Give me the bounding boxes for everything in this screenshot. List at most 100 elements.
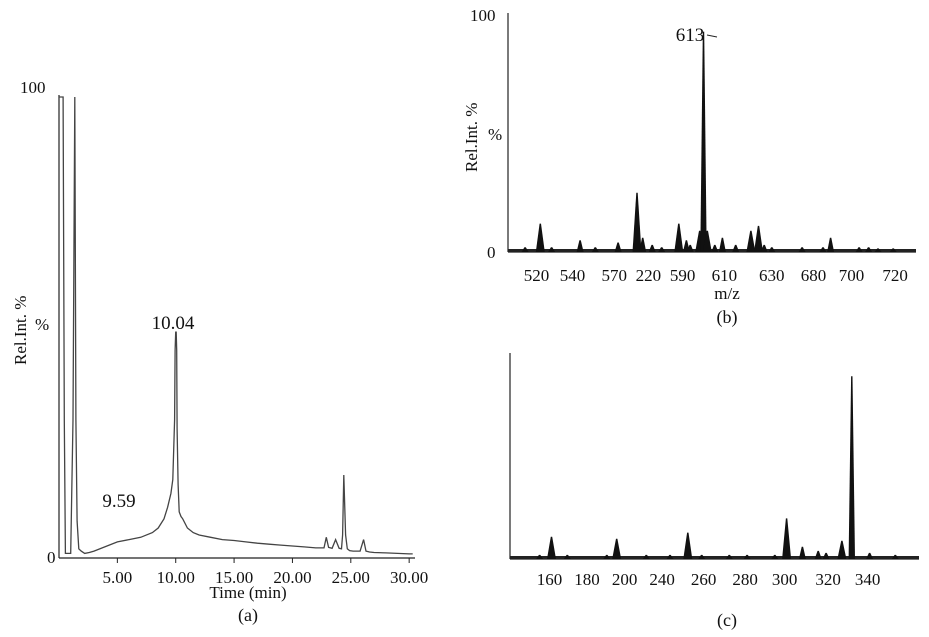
chart-c-x-tick-label: 340 (855, 570, 881, 589)
chart-c-peak (866, 552, 874, 559)
chart-c-peak (547, 536, 556, 559)
chart-b-annotation-leader (706, 34, 718, 38)
chart-c-peak (782, 518, 792, 559)
chart-c-peak (536, 554, 544, 559)
chart-c-x-tick-label: 320 (815, 570, 841, 589)
chart-b-peaks (508, 31, 916, 252)
chart-a-y-mid-label: % (35, 315, 49, 334)
chart-b-peak (732, 244, 740, 252)
chart-b-x-ticks: 520 540 570 220 590 610 630 680 700 720 (524, 266, 908, 285)
chart-c-baseline-noise (510, 556, 919, 559)
chart-b-peak (639, 237, 647, 252)
chart-a-y-axis-title: Rel.Int. % (11, 296, 30, 365)
chart-a-x-ticks: 5.00 10.00 15.00 20.00 25.00 30.00 (102, 558, 428, 587)
chart-a-y-zero-label: 0 (47, 548, 56, 567)
chart-b-peak (768, 247, 776, 252)
chart-b-peak (521, 247, 529, 252)
chart-b-y-top-label: 100 (470, 6, 496, 25)
chart-a-x-tick-label: 30.00 (390, 568, 428, 587)
chart-b-peak (760, 244, 768, 252)
chart-b-peak (746, 230, 756, 252)
chart-c-peak (743, 554, 751, 559)
chart-b-peak (686, 244, 694, 252)
chart-c-x-tick-label: 240 (649, 570, 675, 589)
chart-c-peak (683, 532, 693, 559)
chart-b-peak (700, 31, 707, 252)
chart-b-peak (535, 223, 545, 252)
chart-b-peak (658, 247, 666, 252)
chart-c-peak (666, 554, 674, 559)
chart-b-x-tick-label: 630 (759, 266, 785, 285)
chart-a-y-top-label: 100 (20, 78, 46, 97)
chart-c-peak (563, 554, 571, 559)
chart-b-x-tick-label: 590 (670, 266, 696, 285)
chart-b-x-tick-label: 700 (839, 266, 865, 285)
chart-c-peak (603, 554, 611, 559)
chart-b-x-tick-label: 680 (801, 266, 827, 285)
chart-b-x-tick-label: 610 (712, 266, 738, 285)
chart-c-peak (725, 554, 733, 559)
chart-a-annotation-peak-9-59: 9.59 (102, 491, 135, 512)
chart-b-peak (874, 248, 882, 252)
chart-b-peak (702, 230, 712, 252)
chart-a-panel-label: (a) (238, 605, 258, 626)
chart-b-x-tick-label: 540 (560, 266, 586, 285)
chart-b-y-axis-title: Rel.Int. % (462, 103, 481, 172)
chart-c: 160 180 200 240 260 280 300 320 340 (c) (509, 353, 919, 631)
chart-b-peak (865, 247, 873, 252)
chart-b-peak (798, 247, 806, 252)
chart-b-peak (889, 248, 897, 252)
chart-b-annotation-613: 613 (676, 25, 705, 46)
chart-a-annotation-peak-10-04: 10.04 (152, 313, 195, 334)
chart-c-peak (814, 550, 822, 559)
chart-a-series-line (59, 96, 413, 555)
chart-b-peak (632, 192, 642, 252)
chart-a: 100 % 0 Rel.Int. % 5.00 10.00 15.00 20.00 25… (11, 78, 428, 626)
chart-a-x-tick-label: 25.00 (332, 568, 370, 587)
chart-c-panel-label: (c) (717, 610, 737, 631)
chart-c-peak (822, 552, 830, 559)
chart-b-peak (718, 237, 726, 252)
chart-a-x-tick-label: 10.00 (157, 568, 195, 587)
chart-c-peak (891, 554, 899, 559)
chart-b-peak (648, 244, 656, 252)
chart-b-x-tick-label: 720 (882, 266, 908, 285)
chart-c-peak (837, 540, 847, 559)
chart-a-x-tick-label: 5.00 (102, 568, 132, 587)
chart-b-peak (674, 223, 684, 252)
chart-c-x-tick-label: 260 (691, 570, 717, 589)
chart-c-peak (771, 554, 779, 559)
chart-b-y-mid-label: % (488, 125, 502, 144)
chart-c-peaks (510, 376, 919, 559)
chart-b-peak (591, 247, 599, 252)
chart-c-peak (612, 538, 622, 559)
chart-b-peak (576, 240, 584, 252)
chart-c-x-tick-label: 300 (772, 570, 798, 589)
chart-c-x-tick-label: 160 (537, 570, 563, 589)
chart-a-x-tick-label: 20.00 (273, 568, 311, 587)
chart-b-peak (819, 247, 827, 252)
chart-b-x-tick-label: 570 (602, 266, 628, 285)
chart-b-x-tick-label: 220 (636, 266, 662, 285)
chart-a-x-axis-title: Time (min) (209, 583, 286, 602)
chart-b-peak (614, 242, 622, 252)
chart-b: 100 % 0 Rel.Int. % 520 540 570 220 590 610 630… (462, 6, 916, 328)
chart-b-peak (827, 237, 835, 252)
chart-b-x-tick-label: 520 (524, 266, 550, 285)
chart-b-peak (548, 247, 556, 252)
chart-b-x-axis-title: m/z (714, 284, 740, 303)
chart-b-peak (754, 225, 763, 252)
chart-c-peak (698, 554, 706, 559)
chart-c-x-ticks: 160 180 200 240 260 280 300 320 340 (537, 570, 881, 589)
chart-b-y-zero-label: 0 (487, 243, 496, 262)
chart-b-peak (855, 247, 863, 252)
chart-c-x-tick-label: 180 (574, 570, 600, 589)
chart-b-peak (711, 244, 719, 252)
chart-c-peak (848, 376, 855, 559)
chart-b-panel-label: (b) (717, 307, 738, 328)
chart-a-x-tick-label: 15.00 (215, 568, 253, 587)
chart-c-peak (798, 546, 806, 559)
chart-c-peak (642, 554, 650, 559)
chart-c-x-tick-label: 280 (732, 570, 758, 589)
